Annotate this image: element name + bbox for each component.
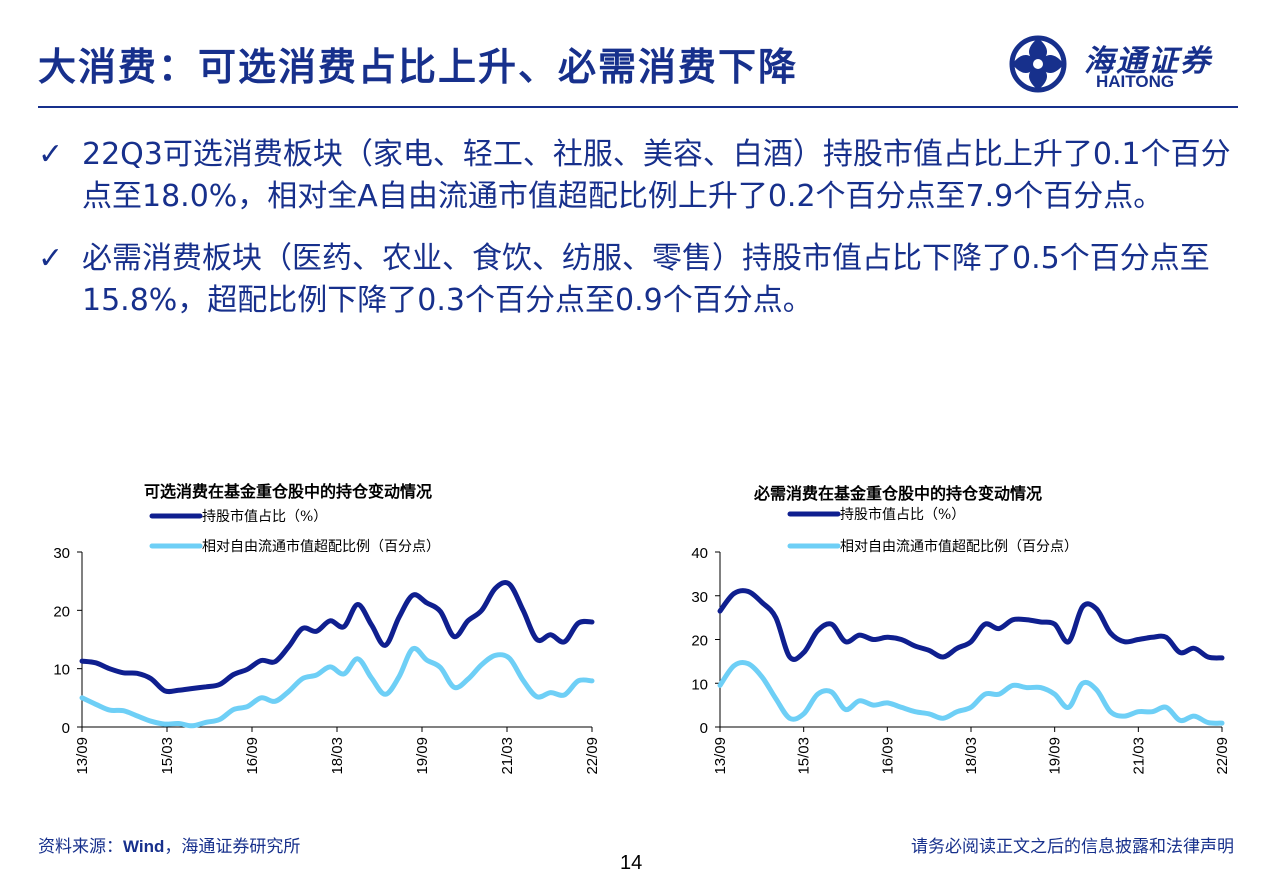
bullet-item: ✓ 必需消费板块（医药、农业、食饮、纺服、零售）持股市值占比下降了0.5个百分点…	[38, 238, 1238, 322]
y-tick-label: 20	[53, 603, 70, 620]
x-tick-label: 15/03	[159, 737, 176, 775]
legend-label: 持股市值占比（%）	[840, 506, 965, 523]
legend-label: 持股市值占比（%）	[202, 508, 327, 525]
series-line	[717, 659, 1225, 726]
x-tick-label: 19/09	[1047, 737, 1064, 775]
page-title: 大消费：可选消费占比上升、必需消费下降	[38, 44, 799, 89]
check-icon: ✓	[38, 241, 64, 276]
x-tick-label: 21/03	[499, 737, 516, 775]
y-tick-label: 10	[691, 676, 708, 693]
x-tick-label: 18/03	[329, 737, 346, 775]
y-tick-label: 30	[53, 545, 70, 562]
chart-title: 必需消费在基金重仓股中的持仓变动情况	[754, 484, 1043, 503]
x-tick-label: 15/03	[796, 737, 813, 775]
logo-english-text: HAITONG	[1096, 72, 1175, 91]
y-tick-label: 0	[700, 720, 708, 737]
series-line	[79, 580, 595, 695]
series-line	[717, 588, 1225, 662]
page-number: 14	[620, 852, 643, 874]
legend-label: 相对自由流通市值超配比例（百分点）	[840, 538, 1078, 555]
x-tick-label: 18/03	[963, 737, 980, 775]
bullet-list: ✓ 22Q3可选消费板块（家电、轻工、社服、美容、白酒）持股市值占比上升了0.1…	[38, 134, 1238, 342]
header-divider	[38, 106, 1238, 108]
necessary-consumption-chart: 必需消费在基金重仓股中的持仓变动情况 0 10 20 30 40 13/09 15/03 16…	[662, 470, 1252, 790]
y-tick-label: 0	[62, 720, 70, 737]
source-note: 资料来源：Wind，海通证券研究所	[38, 832, 300, 857]
y-tick-label: 10	[53, 662, 70, 679]
y-tick-label: 40	[691, 545, 708, 562]
x-tick-label: 22/09	[1214, 737, 1231, 775]
haitong-logo: 海通证券 HAITONG	[1004, 34, 1234, 94]
optional-consumption-chart: 可选消费在基金重仓股中的持仓变动情况 0 10 20 30 13/09 15/03 16/0…	[30, 470, 620, 790]
chart-plot: 0 10 20 30 40 13/09 15/03 16/09 18/03 19/09 21/03 2…	[691, 506, 1231, 775]
source-wind: Wind	[123, 837, 165, 856]
series-line	[79, 645, 595, 729]
x-tick-label: 13/09	[712, 737, 729, 775]
chart-title: 可选消费在基金重仓股中的持仓变动情况	[144, 482, 433, 501]
source-rest: ，海通证券研究所	[164, 837, 301, 857]
x-tick-label: 16/09	[244, 737, 261, 775]
logo-chinese-text: 海通证券	[1084, 44, 1212, 79]
haitong-emblem-icon	[1009, 35, 1067, 93]
y-tick-label: 20	[691, 633, 708, 650]
x-tick-label: 19/09	[414, 737, 431, 775]
bullet-item: ✓ 22Q3可选消费板块（家电、轻工、社服、美容、白酒）持股市值占比上升了0.1…	[38, 134, 1238, 218]
y-tick-label: 30	[691, 589, 708, 606]
legend-label: 相对自由流通市值超配比例（百分点）	[202, 538, 440, 555]
x-tick-label: 22/09	[584, 737, 601, 775]
bullet-text: 22Q3可选消费板块（家电、轻工、社服、美容、白酒）持股市值占比上升了0.1个百…	[82, 137, 1231, 214]
chart-plot: 0 10 20 30 13/09 15/03 16/09 18/03 19/09 21/03 22/…	[53, 508, 601, 775]
source-label: 资料来源：	[38, 837, 123, 857]
legal-disclaimer: 请务必阅读正文之后的信息披露和法律声明	[911, 837, 1234, 857]
check-icon: ✓	[38, 137, 64, 172]
x-tick-label: 13/09	[74, 737, 91, 775]
bullet-text: 必需消费板块（医药、农业、食饮、纺服、零售）持股市值占比下降了0.5个百分点至1…	[82, 241, 1210, 318]
x-tick-label: 16/09	[879, 737, 896, 775]
x-tick-label: 21/03	[1130, 737, 1147, 775]
